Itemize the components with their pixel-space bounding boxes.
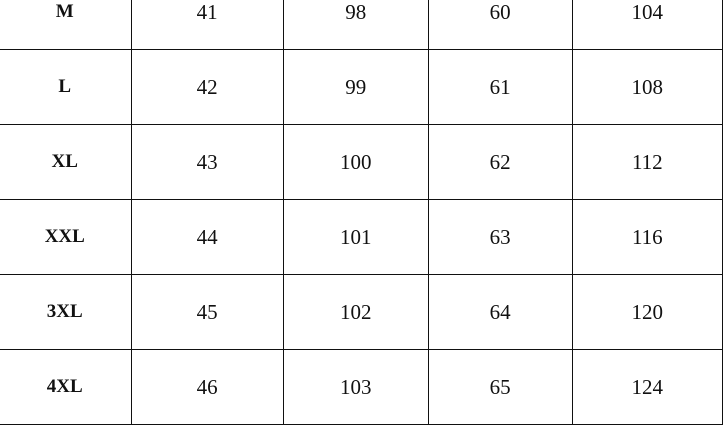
measurement-cell: 99 [282,49,429,125]
size-cell: XL [0,124,132,200]
measurement-cell: 108 [571,49,724,125]
size-cell: 4XL [0,349,132,425]
measurement-cell: 98 [282,0,429,50]
table-row: L 42 99 61 108 [0,49,724,125]
measurement-cell: 116 [571,199,724,275]
measurement-cell: 101 [282,199,429,275]
size-cell: XXL [0,199,132,275]
measurement-cell: 112 [571,124,724,200]
measurement-cell: 124 [571,349,724,425]
table-row: XXL 44 101 63 116 [0,199,724,275]
measurement-cell: 102 [282,274,429,350]
measurement-cell: 62 [427,124,573,200]
measurement-cell: 100 [282,124,429,200]
measurement-cell: 44 [130,199,284,275]
table-row: 3XL 45 102 64 120 [0,274,724,350]
measurement-cell: 42 [130,49,284,125]
measurement-cell: 41 [130,0,284,50]
measurement-cell: 64 [427,274,573,350]
table-row: XL 43 100 62 112 [0,124,724,200]
size-cell: M [0,0,132,50]
table-row: 4XL 46 103 65 124 [0,349,724,425]
measurement-cell: 120 [571,274,724,350]
measurement-cell: 63 [427,199,573,275]
size-cell: 3XL [0,274,132,350]
size-cell: L [0,49,132,125]
measurement-cell: 103 [282,349,429,425]
table-row: M 41 98 60 104 [0,0,724,50]
measurement-cell: 45 [130,274,284,350]
measurement-cell: 46 [130,349,284,425]
measurement-cell: 65 [427,349,573,425]
measurement-cell: 61 [427,49,573,125]
measurement-cell: 43 [130,124,284,200]
measurement-cell: 60 [427,0,573,50]
measurement-cell: 104 [571,0,724,50]
